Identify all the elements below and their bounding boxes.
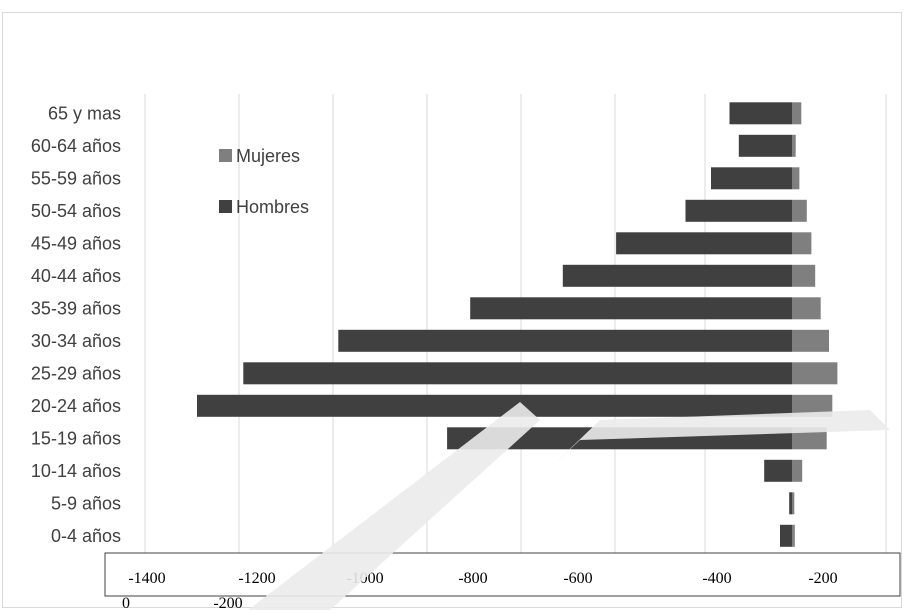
bar-hombres <box>686 200 793 222</box>
bar-mujeres <box>792 232 811 254</box>
x-axis-box <box>105 553 900 596</box>
x-tick-label: -1000 <box>346 570 383 587</box>
bar-hombres <box>730 102 793 124</box>
bar-mujeres <box>792 102 801 124</box>
legend-label: Hombres <box>236 197 309 217</box>
category-label: 35-39 años <box>31 298 121 318</box>
bar-mujeres <box>792 525 795 547</box>
category-label: 30-34 años <box>31 331 121 351</box>
x-extra-label: 0 <box>122 595 130 610</box>
bar-mujeres <box>792 395 832 417</box>
category-label: 0-4 años <box>51 526 121 546</box>
category-label: 25-29 años <box>31 363 121 383</box>
category-label: 10-14 años <box>31 461 121 481</box>
category-label: 55-59 años <box>31 168 121 188</box>
legend-swatch <box>219 200 232 213</box>
bar-hombres <box>563 265 792 287</box>
category-label: 65 y mas <box>48 103 121 123</box>
category-label: 20-24 años <box>31 396 121 416</box>
bar-mujeres <box>792 200 807 222</box>
x-tick-label: -800 <box>458 570 487 587</box>
x-tick-label: -1400 <box>128 570 165 587</box>
x-tick-label: -200 <box>808 570 837 587</box>
bar-hombres <box>739 135 792 157</box>
bars <box>197 102 837 547</box>
category-label: 40-44 años <box>31 266 121 286</box>
bar-hombres <box>197 395 792 417</box>
category-label: 50-54 años <box>31 201 121 221</box>
bar-hombres <box>470 297 792 319</box>
category-label: 15-19 años <box>31 428 121 448</box>
bar-hombres <box>243 362 792 384</box>
bar-hombres <box>711 167 792 189</box>
x-extra-label: -200 <box>213 595 242 610</box>
bar-hombres <box>789 492 792 514</box>
category-label: 5-9 años <box>51 493 121 513</box>
bar-mujeres <box>792 297 821 319</box>
legend-swatch <box>219 149 232 162</box>
bar-mujeres <box>792 427 827 449</box>
bar-mujeres <box>792 362 837 384</box>
bar-mujeres <box>792 460 802 482</box>
category-label: 60-64 años <box>31 136 121 156</box>
bar-hombres <box>780 525 792 547</box>
bar-mujeres <box>792 265 815 287</box>
category-label: 45-49 años <box>31 233 121 253</box>
bar-mujeres <box>792 167 799 189</box>
bar-hombres <box>447 427 792 449</box>
x-tick-label: -600 <box>563 570 592 587</box>
category-labels: 65 y mas 60-64 años 55-59 años 50-54 años 45… <box>31 103 121 546</box>
bar-hombres <box>338 330 792 352</box>
legend-label: Mujeres <box>236 146 300 166</box>
x-tick-label: -400 <box>702 570 731 587</box>
bar-mujeres <box>792 492 794 514</box>
bar-hombres <box>764 460 792 482</box>
bar-mujeres <box>792 330 829 352</box>
legend: Mujeres Hombres <box>219 146 309 217</box>
bar-mujeres <box>792 135 796 157</box>
bar-hombres <box>616 232 792 254</box>
x-tick-label: -1200 <box>238 570 275 587</box>
